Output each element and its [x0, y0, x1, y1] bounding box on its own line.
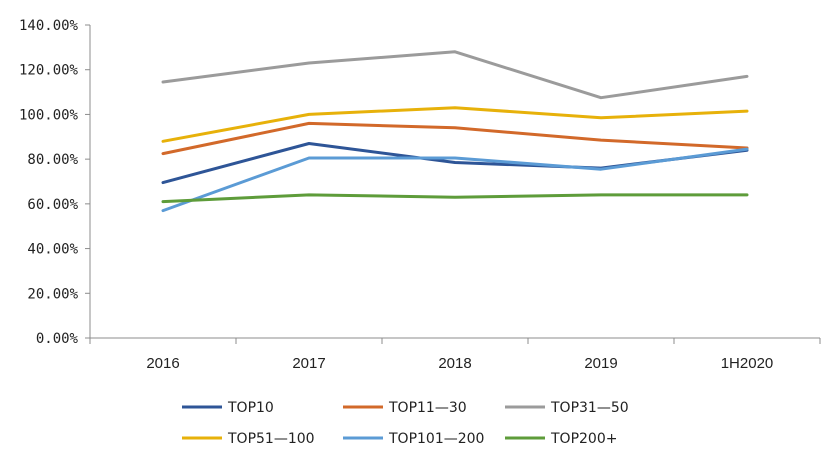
legend-item: TOP200+ [505, 431, 617, 447]
legend: TOP10 TOP11—30 TOP31—50 TOP51—100 TOP101—200… [182, 400, 629, 447]
legend-label: TOP11—30 [388, 400, 467, 416]
legend-item: TOP51—100 [182, 431, 315, 447]
series-line [161, 121, 749, 156]
y-tick-label: 0.00% [36, 331, 79, 347]
legend-label: TOP10 [227, 400, 274, 416]
series-line [161, 50, 749, 100]
x-axis-ticks: 2016 2017 2018 2019 1H2020 [89, 338, 821, 372]
y-axis-ticks: 0.00% 20.00% 40.00% 60.00% 80.00% 100.00% 120.… [19, 18, 90, 347]
series-line [161, 147, 749, 213]
legend-item: TOP31—50 [505, 400, 629, 416]
legend-label: TOP51—100 [227, 431, 315, 447]
legend-label: TOP31—50 [550, 400, 629, 416]
series-line [161, 106, 749, 143]
series-lines [161, 50, 749, 213]
legend-label: TOP200+ [550, 431, 617, 447]
legend-item: TOP101—200 [343, 431, 484, 447]
y-tick-label: 140.00% [19, 18, 79, 34]
x-tick-label: 1H2020 [721, 355, 774, 372]
y-tick-label: 20.00% [27, 286, 78, 302]
legend-item: TOP11—30 [343, 400, 467, 416]
x-tick-label: 2018 [438, 355, 471, 372]
y-tick-label: 60.00% [27, 197, 78, 213]
x-tick-label: 2016 [146, 355, 179, 372]
legend-item: TOP10 [182, 400, 274, 416]
y-tick-label: 80.00% [27, 152, 78, 168]
axes [89, 25, 820, 339]
y-tick-label: 120.00% [19, 63, 79, 79]
x-tick-label: 2019 [584, 355, 617, 372]
series-line [161, 193, 749, 204]
x-tick-label: 2017 [292, 355, 325, 372]
y-tick-label: 100.00% [19, 107, 79, 123]
y-tick-label: 40.00% [27, 242, 78, 258]
legend-label: TOP101—200 [388, 431, 484, 447]
series-line [161, 142, 749, 185]
